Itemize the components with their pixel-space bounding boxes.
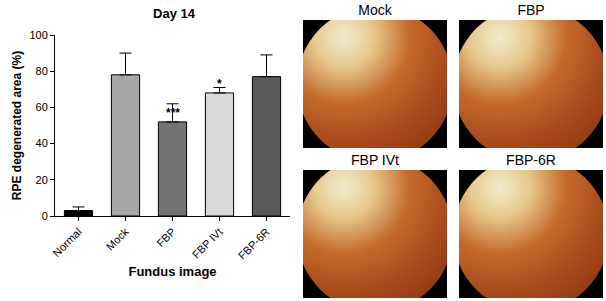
svg-text:Fundus image: Fundus image	[128, 264, 216, 279]
html-text:FBP-6R: FBP-6R	[506, 152, 556, 168]
svg-text:80: 80	[36, 65, 48, 77]
svg-text:FBP IVt: FBP IVt	[190, 226, 225, 261]
svg-text:20: 20	[36, 174, 48, 186]
svg-text:Mock: Mock	[104, 225, 131, 252]
svg-text:0: 0	[42, 210, 48, 222]
svg-text:*: *	[217, 77, 222, 91]
svg-text:60: 60	[36, 101, 48, 113]
html-text:FBP: FBP	[517, 2, 545, 18]
html-text:Mock: Mock	[358, 2, 392, 18]
svg-text:FBP: FBP	[154, 226, 178, 250]
svg-text:***: ***	[166, 106, 180, 120]
html-text:FBP IVt: FBP IVt	[351, 152, 399, 168]
svg-text:100: 100	[29, 29, 47, 41]
svg-text:Normal: Normal	[50, 226, 84, 260]
svg-text:40: 40	[36, 137, 48, 149]
svg-text:FBP-6R: FBP-6R	[236, 225, 272, 261]
svg-text:RPE degenerated area (%): RPE degenerated area (%)	[10, 51, 24, 200]
svg-text:Day 14: Day 14	[153, 6, 196, 21]
